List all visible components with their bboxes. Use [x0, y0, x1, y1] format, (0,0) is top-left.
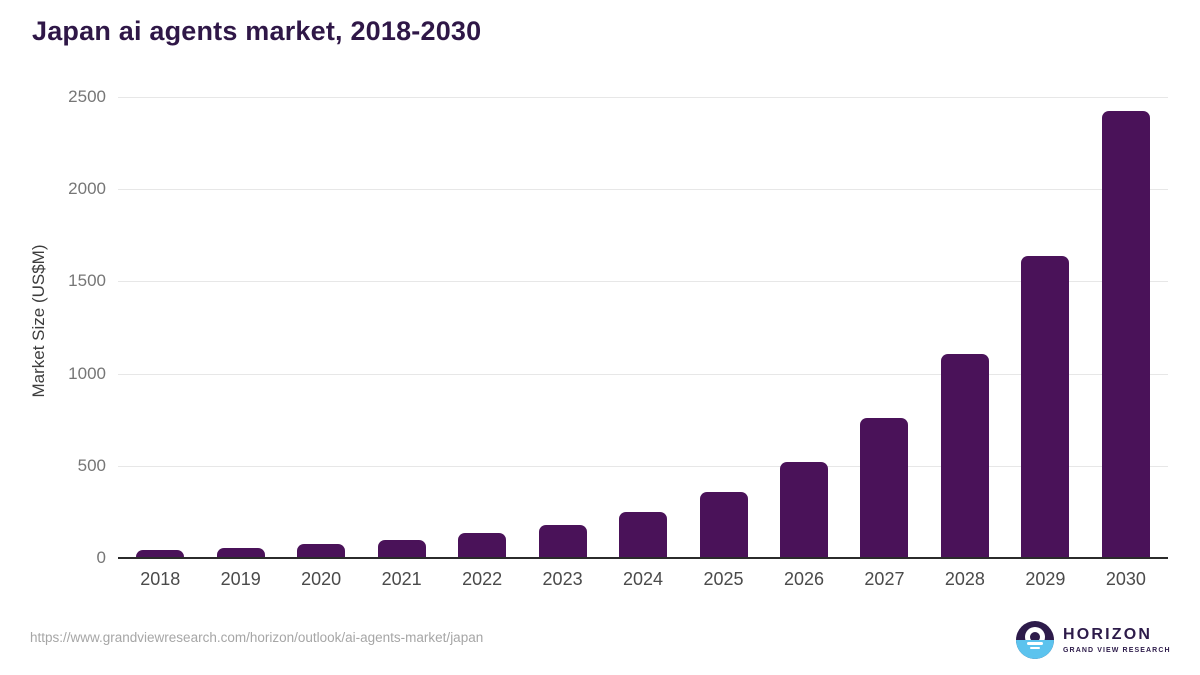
gridline: [118, 97, 1168, 98]
bar-slot: [522, 97, 602, 558]
bar-slot: [120, 97, 200, 558]
sea-shape: [1016, 640, 1054, 659]
sun-hole-shape: [1030, 632, 1040, 642]
horizon-sunset-icon: [1016, 621, 1054, 659]
gridline: [118, 281, 1168, 283]
bars-container: [118, 97, 1168, 558]
bar-2021: [377, 539, 426, 558]
bar-2025: [699, 491, 748, 558]
bar-2018: [136, 550, 185, 558]
y-tick-label: 0: [96, 548, 106, 567]
x-axis-labels: 2018 2019 2020 2021 2022 2023 2024 2025 2026 2027…: [118, 569, 1168, 590]
chart-title: Japan ai agents market, 2018-2030: [32, 16, 482, 46]
bar-2029: [1021, 256, 1070, 558]
y-tick-label: 2500: [68, 87, 106, 106]
bar-2019: [216, 547, 265, 558]
bar-slot: [844, 97, 924, 558]
gridline: [118, 189, 1168, 191]
x-tick-label: 2028: [944, 569, 985, 589]
y-tick-label: 1000: [68, 363, 106, 383]
gridline: [118, 373, 1168, 375]
plot-area: [118, 97, 1168, 559]
y-tick-label: 1500: [68, 271, 106, 291]
x-tick-label: 2029: [1025, 569, 1066, 589]
bar-slot: [683, 97, 763, 558]
bar-slot: [1086, 97, 1166, 558]
y-axis-ticks: 0 500 1000 1500 2000 2500: [0, 87, 106, 567]
bar-2027: [860, 418, 909, 558]
bar-2028: [940, 354, 989, 558]
logo-tagline: GRAND VIEW RESEARCH: [1063, 646, 1171, 654]
x-tick-label: 2025: [703, 569, 744, 589]
bar-slot: [442, 97, 522, 558]
bar-slot: [1005, 97, 1085, 558]
bar-slot: [925, 97, 1005, 558]
x-tick-label: 2027: [864, 569, 905, 589]
bar-2023: [538, 524, 587, 558]
x-tick-label: 2030: [1105, 569, 1146, 589]
logo-brand: HORIZON: [1063, 625, 1153, 643]
gridline: [118, 465, 1168, 467]
bar-2030: [1101, 111, 1150, 558]
bar-slot: [603, 97, 683, 558]
source-url: https://www.grandviewresearch.com/horizo…: [30, 630, 484, 645]
y-tick-label: 2000: [68, 179, 106, 199]
bar-slot: [200, 97, 280, 558]
bar-slot: [764, 97, 844, 558]
horizon-logo: HORIZON GRAND VIEW RESEARCH: [1016, 621, 1171, 659]
bar-slot: [361, 97, 441, 558]
bar-2024: [619, 511, 668, 558]
bar-2026: [779, 462, 828, 558]
x-tick-label: 2018: [140, 569, 181, 589]
logo-text: HORIZON GRAND VIEW RESEARCH: [1063, 625, 1171, 654]
x-axis-line: [118, 557, 1168, 559]
x-tick-label: 2020: [301, 569, 342, 589]
y-tick-label: 500: [77, 455, 106, 475]
bar-slot: [281, 97, 361, 558]
bar-2020: [297, 544, 346, 558]
x-tick-label: 2022: [462, 569, 503, 589]
ripple-line: [1030, 647, 1040, 649]
x-tick-label: 2026: [783, 569, 824, 589]
x-tick-label: 2019: [220, 569, 261, 589]
x-tick-label: 2023: [542, 569, 583, 589]
bar-2022: [458, 533, 507, 558]
x-tick-label: 2024: [623, 569, 664, 589]
x-tick-label: 2021: [381, 569, 422, 589]
ripple-line: [1027, 642, 1043, 645]
